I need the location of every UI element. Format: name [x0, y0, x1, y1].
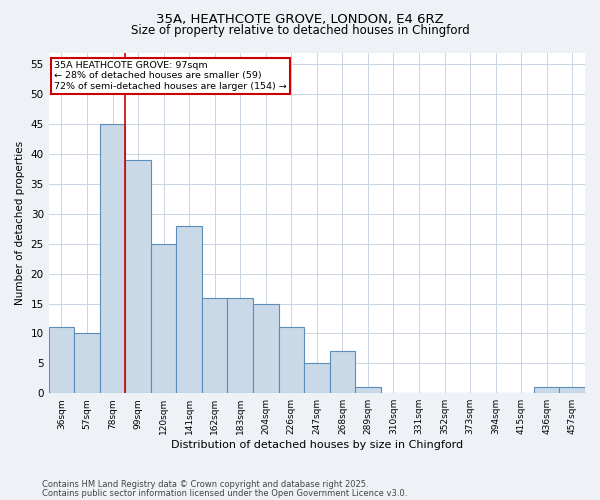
Bar — [49, 328, 74, 393]
Bar — [202, 298, 227, 393]
Bar — [304, 364, 329, 393]
Text: 35A HEATHCOTE GROVE: 97sqm
← 28% of detached houses are smaller (59)
72% of semi: 35A HEATHCOTE GROVE: 97sqm ← 28% of deta… — [54, 61, 287, 91]
Text: Size of property relative to detached houses in Chingford: Size of property relative to detached ho… — [131, 24, 469, 37]
Text: 35A, HEATHCOTE GROVE, LONDON, E4 6RZ: 35A, HEATHCOTE GROVE, LONDON, E4 6RZ — [156, 12, 444, 26]
Text: Contains HM Land Registry data © Crown copyright and database right 2025.: Contains HM Land Registry data © Crown c… — [42, 480, 368, 489]
Bar — [100, 124, 125, 393]
Bar — [74, 334, 100, 393]
Bar — [355, 387, 380, 393]
Bar — [329, 352, 355, 393]
Bar — [176, 226, 202, 393]
Bar — [278, 328, 304, 393]
Bar — [227, 298, 253, 393]
Bar — [534, 387, 559, 393]
X-axis label: Distribution of detached houses by size in Chingford: Distribution of detached houses by size … — [171, 440, 463, 450]
Bar — [125, 160, 151, 393]
Y-axis label: Number of detached properties: Number of detached properties — [15, 141, 25, 305]
Text: Contains public sector information licensed under the Open Government Licence v3: Contains public sector information licen… — [42, 488, 407, 498]
Bar — [253, 304, 278, 393]
Bar — [559, 387, 585, 393]
Bar — [151, 244, 176, 393]
